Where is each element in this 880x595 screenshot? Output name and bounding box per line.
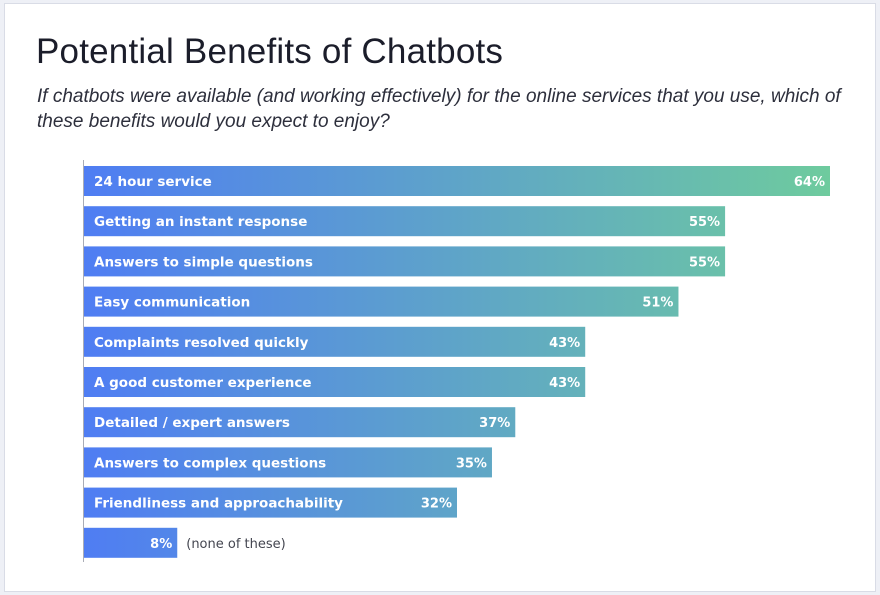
bar-6: [84, 367, 586, 397]
value-label-10: 8%: [150, 537, 172, 552]
bar-1: [84, 166, 830, 196]
bar-4: [84, 286, 679, 317]
value-label-8: 35%: [456, 456, 487, 471]
category-label-9: Friendliness and approachability: [94, 496, 343, 512]
category-label-3: Answers to simple questions: [94, 254, 313, 270]
category-label-4: Easy communication: [94, 295, 250, 311]
category-label-5: Complaints resolved quickly: [94, 335, 309, 351]
value-label-2: 55%: [689, 215, 720, 230]
value-label-6: 43%: [549, 376, 580, 391]
value-label-5: 43%: [549, 336, 580, 351]
value-label-4: 51%: [642, 296, 673, 311]
bar-10: [84, 527, 178, 558]
chart-subtitle: If chatbots were available (and working …: [37, 86, 841, 132]
value-label-9: 32%: [421, 497, 452, 512]
category-label-none: (none of these): [186, 537, 285, 552]
bar-3: [84, 246, 726, 277]
category-label-1: 24 hour service: [94, 174, 212, 190]
chart-title: Potential Benefits of Chatbots: [36, 32, 504, 71]
value-label-7: 37%: [479, 416, 510, 431]
bar-8: [84, 447, 492, 478]
bar-5: [84, 326, 586, 357]
bar-9: [84, 487, 457, 518]
value-label-3: 55%: [689, 255, 720, 270]
bar-7: [84, 407, 516, 438]
value-label-1: 64%: [794, 175, 825, 190]
category-label-6: A good customer experience: [94, 375, 312, 391]
category-label-2: Getting an instant response: [94, 214, 307, 230]
category-label-7: Detailed / expert answers: [94, 415, 290, 431]
category-label-8: Answers to complex questions: [94, 455, 326, 471]
bar-2: [84, 206, 726, 237]
